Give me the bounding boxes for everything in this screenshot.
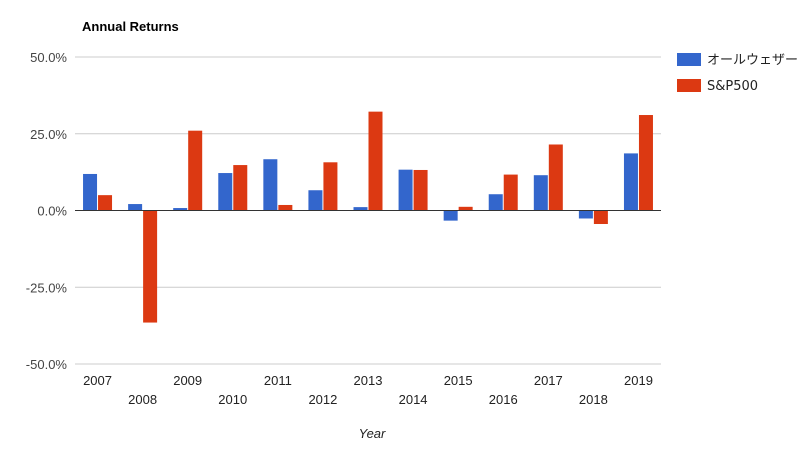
- y-axis-ticks: 50.0% 25.0% 0.0% -25.0% -50.0%: [26, 50, 68, 372]
- y-tick-label: -50.0%: [26, 357, 68, 372]
- x-axis-title: Year: [359, 426, 386, 441]
- x-tick-label: 2015: [444, 373, 473, 388]
- x-tick-label: 2018: [579, 392, 608, 407]
- y-tick-label: 25.0%: [30, 127, 67, 142]
- bar-allweather-2011[interactable]: [263, 159, 278, 211]
- bar-allweather-2015[interactable]: [443, 210, 458, 221]
- bar-allweather-2013[interactable]: [353, 207, 368, 211]
- y-tick-label: 50.0%: [30, 50, 67, 65]
- bar-allweather-2010[interactable]: [218, 173, 233, 211]
- bars: [83, 111, 653, 323]
- bar-allweather-2008[interactable]: [128, 204, 143, 211]
- bar-sp500-2015[interactable]: [458, 206, 473, 211]
- bar-sp500-2007[interactable]: [98, 195, 113, 211]
- x-tick-label: 2014: [399, 392, 428, 407]
- x-tick-label: 2007: [83, 373, 112, 388]
- x-tick-label: 2009: [173, 373, 202, 388]
- x-tick-label: 2017: [534, 373, 563, 388]
- bar-sp500-2014[interactable]: [413, 169, 428, 211]
- x-tick-label: 2013: [354, 373, 383, 388]
- legend-label[interactable]: S&P500: [707, 79, 758, 94]
- legend-swatch: [677, 79, 701, 92]
- bar-sp500-2008[interactable]: [143, 210, 158, 323]
- x-tick-label: 2011: [264, 373, 292, 388]
- bar-allweather-2014[interactable]: [398, 169, 413, 211]
- y-tick-label: -25.0%: [26, 280, 68, 295]
- x-tick-label: 2016: [489, 392, 518, 407]
- legend-swatch: [677, 53, 701, 66]
- legend: オールウェザー S&P500: [677, 53, 798, 94]
- bar-allweather-2009[interactable]: [173, 208, 188, 211]
- bar-allweather-2016[interactable]: [488, 194, 503, 211]
- bar-sp500-2016[interactable]: [503, 174, 518, 211]
- bar-sp500-2009[interactable]: [188, 130, 203, 211]
- bar-allweather-2017[interactable]: [533, 175, 548, 211]
- bar-sp500-2018[interactable]: [593, 210, 608, 225]
- legend-label[interactable]: オールウェザー: [707, 53, 798, 68]
- x-tick-label: 2008: [128, 392, 157, 407]
- bar-allweather-2007[interactable]: [83, 173, 98, 211]
- bar-sp500-2010[interactable]: [233, 165, 248, 211]
- x-tick-label: 2019: [624, 373, 653, 388]
- bar-allweather-2012[interactable]: [308, 190, 323, 211]
- x-tick-label: 2010: [218, 392, 247, 407]
- bar-sp500-2019[interactable]: [638, 115, 653, 211]
- x-tick-label: 2012: [308, 392, 337, 407]
- bar-sp500-2013[interactable]: [368, 111, 383, 211]
- bar-allweather-2019[interactable]: [623, 153, 638, 211]
- y-tick-label: 0.0%: [37, 204, 67, 219]
- bar-sp500-2012[interactable]: [323, 162, 338, 211]
- bar-sp500-2017[interactable]: [548, 144, 563, 211]
- bar-sp500-2011[interactable]: [278, 204, 293, 211]
- chart-title: Annual Returns: [82, 19, 179, 34]
- x-axis-ticks: 2007 2008 2009 2010 2011 2012 2013 2014 2015 2016…: [83, 373, 653, 407]
- bar-allweather-2018[interactable]: [578, 210, 593, 219]
